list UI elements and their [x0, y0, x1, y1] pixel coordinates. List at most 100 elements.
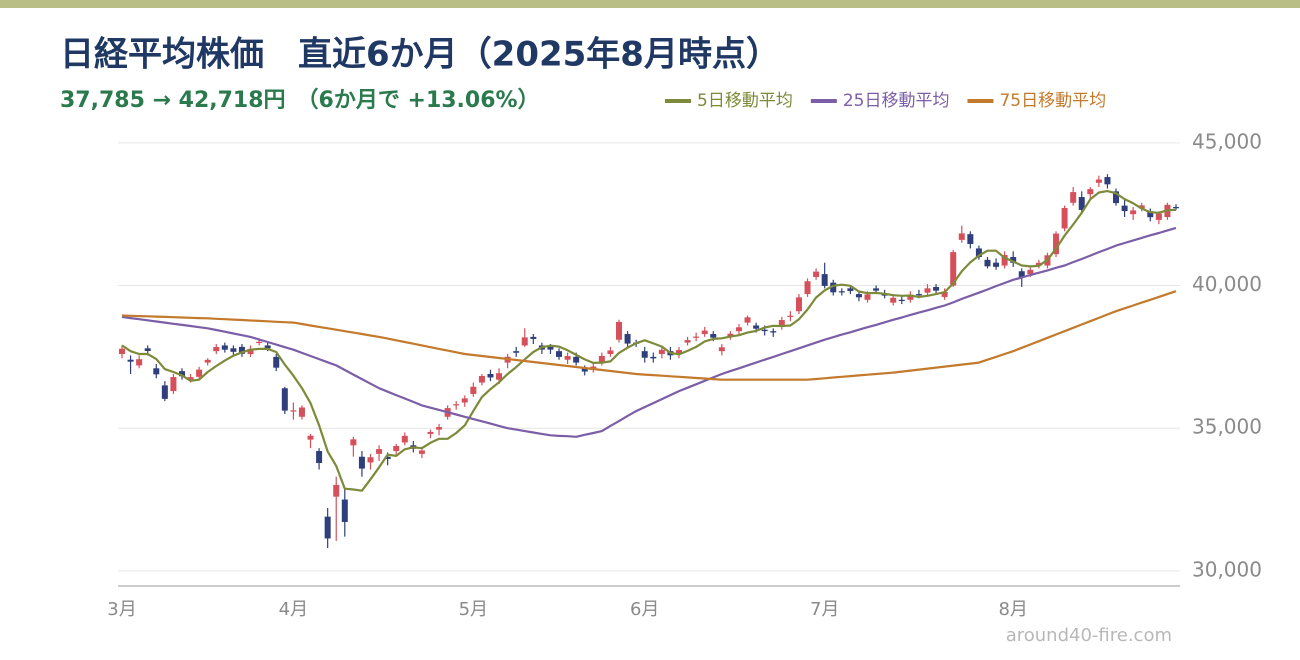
candle-body — [273, 356, 280, 368]
candle-body — [933, 286, 940, 291]
candle-body — [547, 346, 554, 350]
candle-body — [427, 431, 434, 434]
candle-body — [1061, 207, 1068, 229]
candle-body — [453, 404, 460, 406]
candle-body — [1173, 207, 1179, 209]
candle-body — [1095, 179, 1102, 183]
candle-body — [1087, 189, 1094, 195]
candle-body — [470, 386, 477, 394]
candle-body — [119, 348, 125, 355]
candle-body — [1070, 192, 1077, 203]
chart-subtitle: 37,785 → 42,718円 （6か月で +13.06%） — [60, 88, 540, 113]
candle-body — [136, 359, 143, 366]
legend-label: 25日移動平均 — [843, 91, 950, 111]
candle-body — [624, 334, 631, 344]
candle-body — [958, 233, 965, 240]
candle-body — [1104, 177, 1111, 185]
candle-body — [1027, 269, 1034, 275]
candle-body — [1001, 255, 1008, 266]
candle-body — [170, 377, 177, 392]
candle-body — [847, 288, 854, 291]
candle-body — [401, 435, 408, 443]
candle-body — [384, 456, 391, 460]
candle-body — [298, 407, 305, 417]
candle-body — [564, 356, 571, 360]
x-tick-label: 4月 — [279, 599, 308, 620]
candle-body — [890, 297, 897, 303]
candle-body — [984, 259, 991, 267]
candle-body — [1147, 211, 1154, 218]
candle-body — [521, 337, 528, 346]
legend-label: 75日移動平均 — [999, 91, 1106, 111]
y-tick-label: 40,000 — [1192, 272, 1262, 296]
x-tick-label: 6月 — [630, 599, 659, 620]
candle-body — [1113, 191, 1120, 204]
candle-body — [144, 348, 151, 352]
candle-body — [307, 435, 314, 440]
candle-body — [727, 333, 734, 337]
candle-body — [744, 317, 751, 323]
candle-body — [1078, 197, 1085, 210]
candle-body — [161, 385, 168, 399]
chart-title: 日経平均株価 直近6か月（2025年8月時点） — [60, 35, 780, 75]
candle-body — [324, 516, 331, 539]
x-tick-label: 5月 — [459, 599, 488, 620]
candle-body — [341, 499, 348, 522]
candle-body — [753, 325, 760, 329]
candle-body — [496, 373, 503, 380]
candle-body — [204, 359, 211, 363]
candle-body — [530, 336, 537, 339]
candle-body — [1138, 205, 1145, 209]
candle-body — [1018, 271, 1025, 278]
candle-body — [256, 341, 263, 344]
x-tick-label: 3月 — [107, 599, 136, 620]
legend-label: 5日移動平均 — [697, 91, 793, 111]
candle-body — [418, 450, 425, 454]
candle-body — [993, 262, 1000, 267]
candle-body — [967, 234, 974, 244]
moving-average-line — [121, 190, 1177, 492]
candle-body — [701, 330, 708, 335]
candle-body — [238, 346, 245, 354]
candle-body — [1155, 213, 1162, 220]
candle-body — [478, 375, 485, 383]
candle-body — [281, 388, 288, 411]
y-tick-label: 35,000 — [1192, 415, 1262, 439]
candle-body — [1121, 205, 1128, 212]
candle-body — [556, 351, 563, 357]
x-tick-label: 8月 — [998, 599, 1027, 620]
candle-body — [487, 373, 494, 378]
candle-body — [213, 347, 220, 352]
candle-body — [658, 349, 665, 355]
candle-body — [718, 347, 725, 352]
candle-body — [393, 445, 400, 452]
candle-body — [196, 369, 203, 377]
candle-body — [950, 252, 957, 286]
candle-body — [247, 348, 254, 355]
watermark: around40-fire.com — [1006, 625, 1172, 646]
candle-body — [830, 282, 837, 293]
candle-body — [358, 456, 365, 469]
candle-body — [264, 345, 271, 349]
candle-body — [230, 348, 237, 352]
candle-body — [813, 271, 820, 277]
candle-body — [684, 340, 691, 343]
candle-body — [316, 451, 323, 464]
y-tick-label: 45,000 — [1192, 129, 1262, 153]
moving-average-line — [121, 290, 1177, 381]
candle-body — [641, 351, 648, 358]
candle-body — [778, 320, 785, 326]
candle-body — [941, 291, 948, 297]
candle-body — [855, 294, 862, 298]
x-tick-label: 7月 — [810, 599, 839, 620]
top-stripe — [0, 0, 1300, 8]
candle-body — [607, 350, 614, 355]
candle-body — [513, 351, 520, 353]
candle-body — [581, 368, 588, 372]
candle-body — [153, 368, 160, 375]
candle-body — [221, 345, 228, 350]
candle-body — [761, 329, 768, 332]
candle-body — [436, 427, 443, 430]
candle-body — [693, 336, 700, 338]
